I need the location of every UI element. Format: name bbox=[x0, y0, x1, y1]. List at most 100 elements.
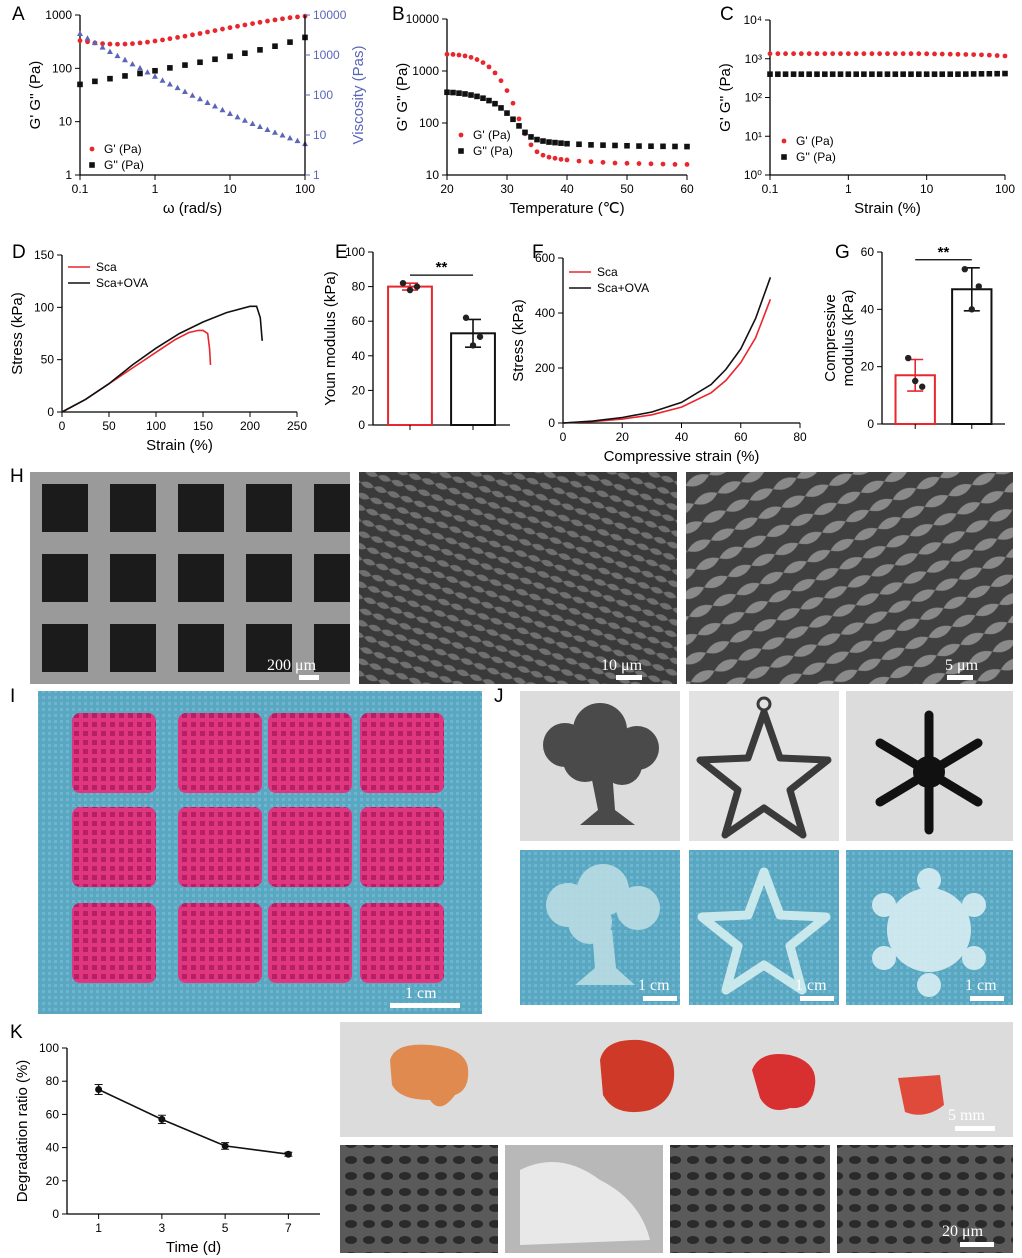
data-point bbox=[791, 51, 796, 57]
data-point bbox=[600, 159, 606, 165]
y-axis-label: Degradation ratio (%) bbox=[14, 1060, 31, 1203]
data-point bbox=[450, 89, 456, 96]
data-point bbox=[939, 51, 945, 57]
data-point bbox=[450, 52, 456, 57]
y-tick-label: 10 bbox=[59, 115, 73, 129]
data-point bbox=[672, 143, 678, 150]
data-point bbox=[528, 142, 534, 148]
data-point bbox=[130, 41, 135, 47]
data-point bbox=[227, 53, 233, 60]
y2-tick-label: 10 bbox=[313, 128, 327, 142]
legend-label: Sca bbox=[96, 260, 117, 274]
data-point bbox=[121, 56, 128, 63]
y-tick-label: 150 bbox=[34, 248, 54, 262]
data-point bbox=[877, 51, 883, 57]
y-tick-label: 60 bbox=[861, 245, 875, 259]
data-point bbox=[227, 110, 233, 116]
data-point bbox=[876, 71, 883, 77]
legend-swatch bbox=[781, 154, 787, 160]
data-point bbox=[986, 70, 993, 77]
x-tick-label: 60 bbox=[734, 430, 748, 444]
scaffold-sample bbox=[72, 807, 156, 887]
x-axis-label: ω (rad/s) bbox=[163, 200, 222, 217]
data-point bbox=[492, 100, 498, 107]
x-axis-label: Time (d) bbox=[166, 1239, 221, 1256]
data-point bbox=[498, 105, 504, 111]
x-tick-label: 1 bbox=[152, 182, 159, 196]
y-tick-label: 1000 bbox=[45, 8, 72, 22]
sample-day3-icon bbox=[600, 1039, 675, 1113]
data-point bbox=[931, 71, 938, 77]
snowflake-center bbox=[913, 756, 945, 788]
data-point bbox=[167, 65, 173, 71]
sem-image-h2 bbox=[359, 472, 677, 684]
data-point bbox=[892, 51, 898, 57]
photo-i: 1 cm bbox=[38, 691, 482, 1014]
y-tick-label: 10⁰ bbox=[744, 168, 762, 182]
data-point bbox=[174, 84, 181, 91]
data-point bbox=[468, 54, 474, 60]
x-tick-label: 50 bbox=[102, 419, 116, 433]
data-point bbox=[234, 113, 241, 120]
data-point bbox=[947, 51, 953, 57]
data-point bbox=[924, 51, 930, 57]
scale-label-j2: 1 cm bbox=[795, 977, 827, 994]
replicate-point bbox=[413, 283, 421, 290]
photo-group-j: 1 cm 1 cm 1 cm bbox=[520, 691, 1013, 1005]
data-point bbox=[783, 51, 788, 57]
x-tick-label: 20 bbox=[616, 430, 630, 444]
data-point bbox=[280, 16, 285, 22]
panel-letter-b: B bbox=[392, 4, 405, 25]
data-point bbox=[782, 71, 789, 77]
data-point bbox=[861, 71, 867, 77]
data-point bbox=[648, 143, 654, 149]
scale-label-h2: 10 μm bbox=[601, 657, 643, 674]
x-axis-label: Temperature (℃) bbox=[509, 200, 624, 217]
data-point bbox=[1002, 53, 1008, 59]
data-point bbox=[588, 159, 594, 165]
data-point bbox=[271, 129, 278, 135]
data-point bbox=[241, 117, 248, 123]
data-point bbox=[77, 38, 83, 44]
data-point bbox=[486, 64, 492, 70]
y2-tick-label: 10000 bbox=[313, 8, 347, 22]
data-point bbox=[516, 116, 522, 122]
data-point bbox=[221, 1142, 229, 1150]
sem-day5 bbox=[670, 1145, 830, 1253]
chart-c: 10⁰ 10¹ 10² 10³ 10⁴ 0.1 1 10 100 Strain (%) G' G''… bbox=[717, 13, 1015, 217]
legend-label: Sca+OVA bbox=[597, 281, 649, 295]
data-point bbox=[684, 143, 690, 150]
replicate-point bbox=[406, 286, 414, 294]
scaffold-sample bbox=[72, 713, 156, 793]
data-point bbox=[227, 25, 233, 31]
x-tick-label: 80 bbox=[793, 430, 807, 444]
replicate-point bbox=[975, 283, 982, 290]
x-tick-label: 0.1 bbox=[762, 182, 779, 196]
data-point bbox=[845, 71, 852, 77]
panel-letter-h: H bbox=[10, 466, 24, 487]
sem-image-h1 bbox=[30, 472, 350, 684]
scale-bar-h2 bbox=[616, 675, 642, 680]
x-tick-label: 1 bbox=[95, 1221, 102, 1235]
series-line bbox=[562, 299, 772, 424]
sample-day7-icon bbox=[898, 1075, 944, 1115]
significance-label: ** bbox=[938, 244, 950, 261]
scaffold-sample bbox=[268, 903, 352, 983]
data-point bbox=[892, 71, 899, 77]
y-tick-label: 40 bbox=[861, 302, 875, 316]
y-tick-label: 20 bbox=[46, 1174, 60, 1188]
panel-letter-e: E bbox=[335, 242, 348, 263]
x-tick-label: 40 bbox=[560, 182, 574, 196]
y-tick-label: 1000 bbox=[412, 64, 439, 78]
data-point bbox=[576, 158, 582, 164]
data-point bbox=[99, 44, 106, 50]
tree-shape-icon bbox=[543, 703, 659, 825]
data-point bbox=[279, 132, 286, 138]
chart-f: 0 200 400 600 0 20 40 60 80 Compressive strain (%… bbox=[510, 251, 807, 465]
data-point bbox=[947, 71, 954, 77]
data-point bbox=[588, 142, 594, 148]
data-point bbox=[994, 70, 1000, 77]
data-point bbox=[182, 33, 188, 39]
y-tick-label: 80 bbox=[46, 1074, 60, 1088]
data-point bbox=[939, 71, 946, 77]
